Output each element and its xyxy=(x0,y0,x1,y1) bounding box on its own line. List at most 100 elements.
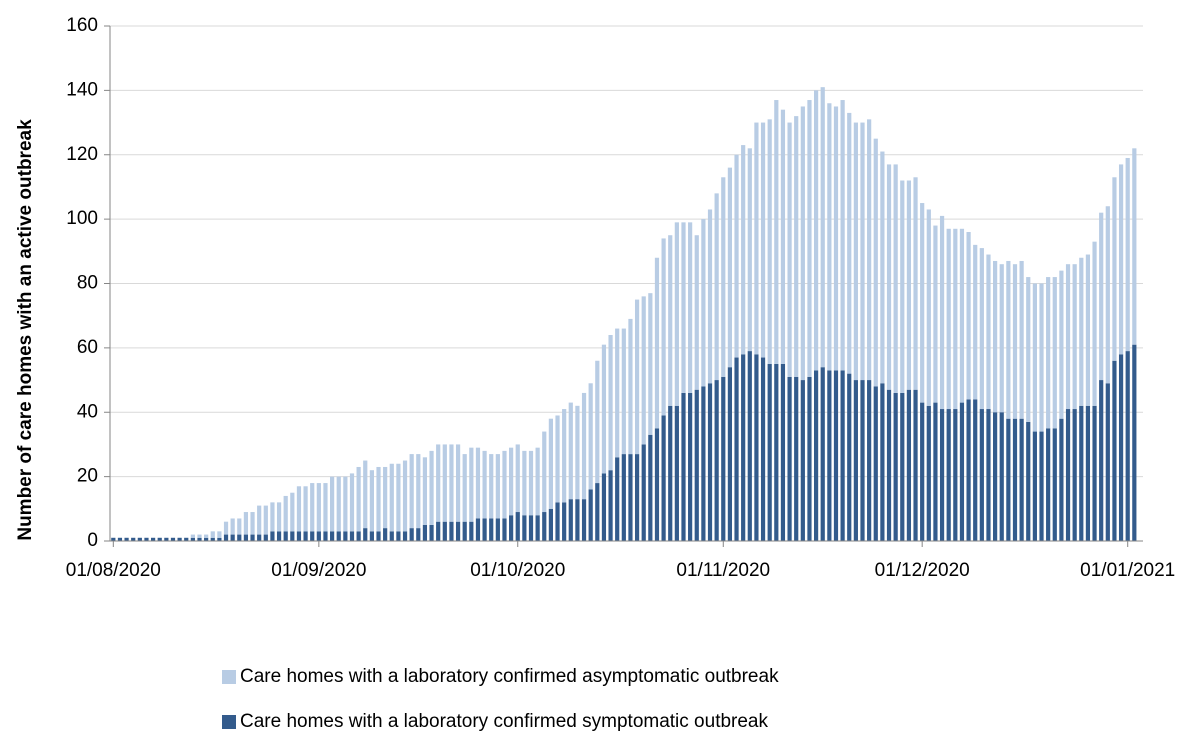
bar-segment xyxy=(555,415,560,503)
bar-segment xyxy=(349,531,355,541)
bar-segment xyxy=(853,122,858,381)
bar-segment xyxy=(654,257,660,429)
bar-segment xyxy=(668,235,673,406)
bar-segment xyxy=(562,502,567,541)
bar-segment xyxy=(389,531,394,541)
bar-segment xyxy=(933,225,938,403)
bar-segment xyxy=(747,351,752,541)
bar-segment xyxy=(588,489,593,541)
bar-segment xyxy=(316,531,321,541)
bar-segment xyxy=(860,122,865,381)
bar-segment xyxy=(243,512,249,535)
bar-segment xyxy=(528,450,534,516)
bar-segment xyxy=(349,473,355,532)
bar-segment xyxy=(820,367,825,541)
bar-segment xyxy=(615,328,620,458)
bar-segment xyxy=(946,228,951,410)
bar-segment xyxy=(1046,277,1051,429)
bar-segment xyxy=(913,389,918,541)
x-tick-label: 01/12/2020 xyxy=(875,560,970,581)
bar-segment xyxy=(343,476,348,532)
bar-segment xyxy=(177,537,182,541)
bar-segment xyxy=(296,531,302,541)
bar-segment xyxy=(475,447,481,519)
y-tick-label: 80 xyxy=(77,273,98,294)
bar-segment xyxy=(973,244,978,400)
y-tick-label: 20 xyxy=(77,466,98,487)
bar-segment xyxy=(270,502,275,532)
bar-segment xyxy=(1085,405,1091,541)
bar-segment xyxy=(674,405,679,541)
bar-segment xyxy=(336,476,341,532)
bar-segment xyxy=(847,373,852,541)
bar-segment xyxy=(1125,157,1130,352)
bar-segment xyxy=(701,219,706,387)
bar-segment xyxy=(1072,264,1077,410)
bar-segment xyxy=(356,466,361,532)
bar-segment xyxy=(310,531,315,541)
bar-segment xyxy=(1039,431,1044,541)
bar-segment xyxy=(847,112,852,374)
bar-segment xyxy=(469,521,474,541)
bar-segment xyxy=(813,370,819,541)
bar-segment xyxy=(369,531,374,541)
bar-segment xyxy=(860,380,865,541)
bar-segment xyxy=(906,389,912,541)
bar-segment xyxy=(595,483,600,541)
bar-segment xyxy=(681,392,686,541)
bar-segment xyxy=(880,151,885,384)
bar-segment xyxy=(131,537,136,541)
y-tick-label: 100 xyxy=(66,208,98,229)
bar-segment xyxy=(780,109,786,364)
bar-segment xyxy=(429,524,434,541)
bar-segment xyxy=(535,447,540,516)
bar-segment xyxy=(343,531,348,541)
bar-segment xyxy=(124,537,129,541)
bar-segment xyxy=(575,499,580,541)
bar-segment xyxy=(263,534,268,541)
bar-segment xyxy=(966,399,971,541)
y-axis-title: Number of care homes with an active outb… xyxy=(15,119,36,541)
bar-segment xyxy=(986,409,991,541)
bar-segment xyxy=(634,299,640,455)
bar-segment xyxy=(422,524,428,541)
bar-segment xyxy=(727,167,733,368)
bar-segment xyxy=(356,531,361,541)
bar-segment xyxy=(959,402,965,541)
bar-segment xyxy=(575,405,580,500)
bar-segment xyxy=(727,367,733,541)
bar-segment xyxy=(833,370,839,541)
bar-segment xyxy=(1006,418,1011,541)
bar-segment xyxy=(833,106,839,371)
bar-segment xyxy=(1118,354,1124,541)
bar-segment xyxy=(634,454,640,541)
bar-segment xyxy=(933,402,938,541)
bar-segment xyxy=(462,454,467,522)
bar-segment xyxy=(1019,260,1024,419)
bar-segment xyxy=(263,505,268,535)
bar-segment xyxy=(396,531,401,541)
bar-segment xyxy=(979,248,984,410)
bar-segment xyxy=(303,531,308,541)
bar-segment xyxy=(548,418,553,509)
bar-segment xyxy=(230,518,235,535)
bar-segment xyxy=(993,260,998,413)
bar-segment xyxy=(323,531,328,541)
bar-segment xyxy=(900,392,905,541)
bar-segment xyxy=(973,399,978,541)
bar-segment xyxy=(648,434,653,541)
bar-segment xyxy=(1039,283,1044,432)
bar-segment xyxy=(1032,431,1037,541)
bar-segment xyxy=(926,405,931,541)
bar-segment xyxy=(807,100,812,377)
bar-segment xyxy=(1046,428,1051,541)
bar-segment xyxy=(190,537,195,541)
bar-segment xyxy=(509,447,514,516)
bar-segment xyxy=(1085,254,1091,406)
bar-segment xyxy=(774,100,779,364)
bar-segment xyxy=(1059,270,1064,419)
bar-segment xyxy=(787,376,792,541)
bar-segment xyxy=(827,103,832,371)
bar-segment xyxy=(953,409,958,541)
bar-segment xyxy=(701,386,706,541)
